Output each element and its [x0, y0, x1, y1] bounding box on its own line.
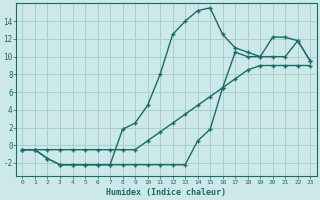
X-axis label: Humidex (Indice chaleur): Humidex (Indice chaleur) — [106, 188, 226, 197]
